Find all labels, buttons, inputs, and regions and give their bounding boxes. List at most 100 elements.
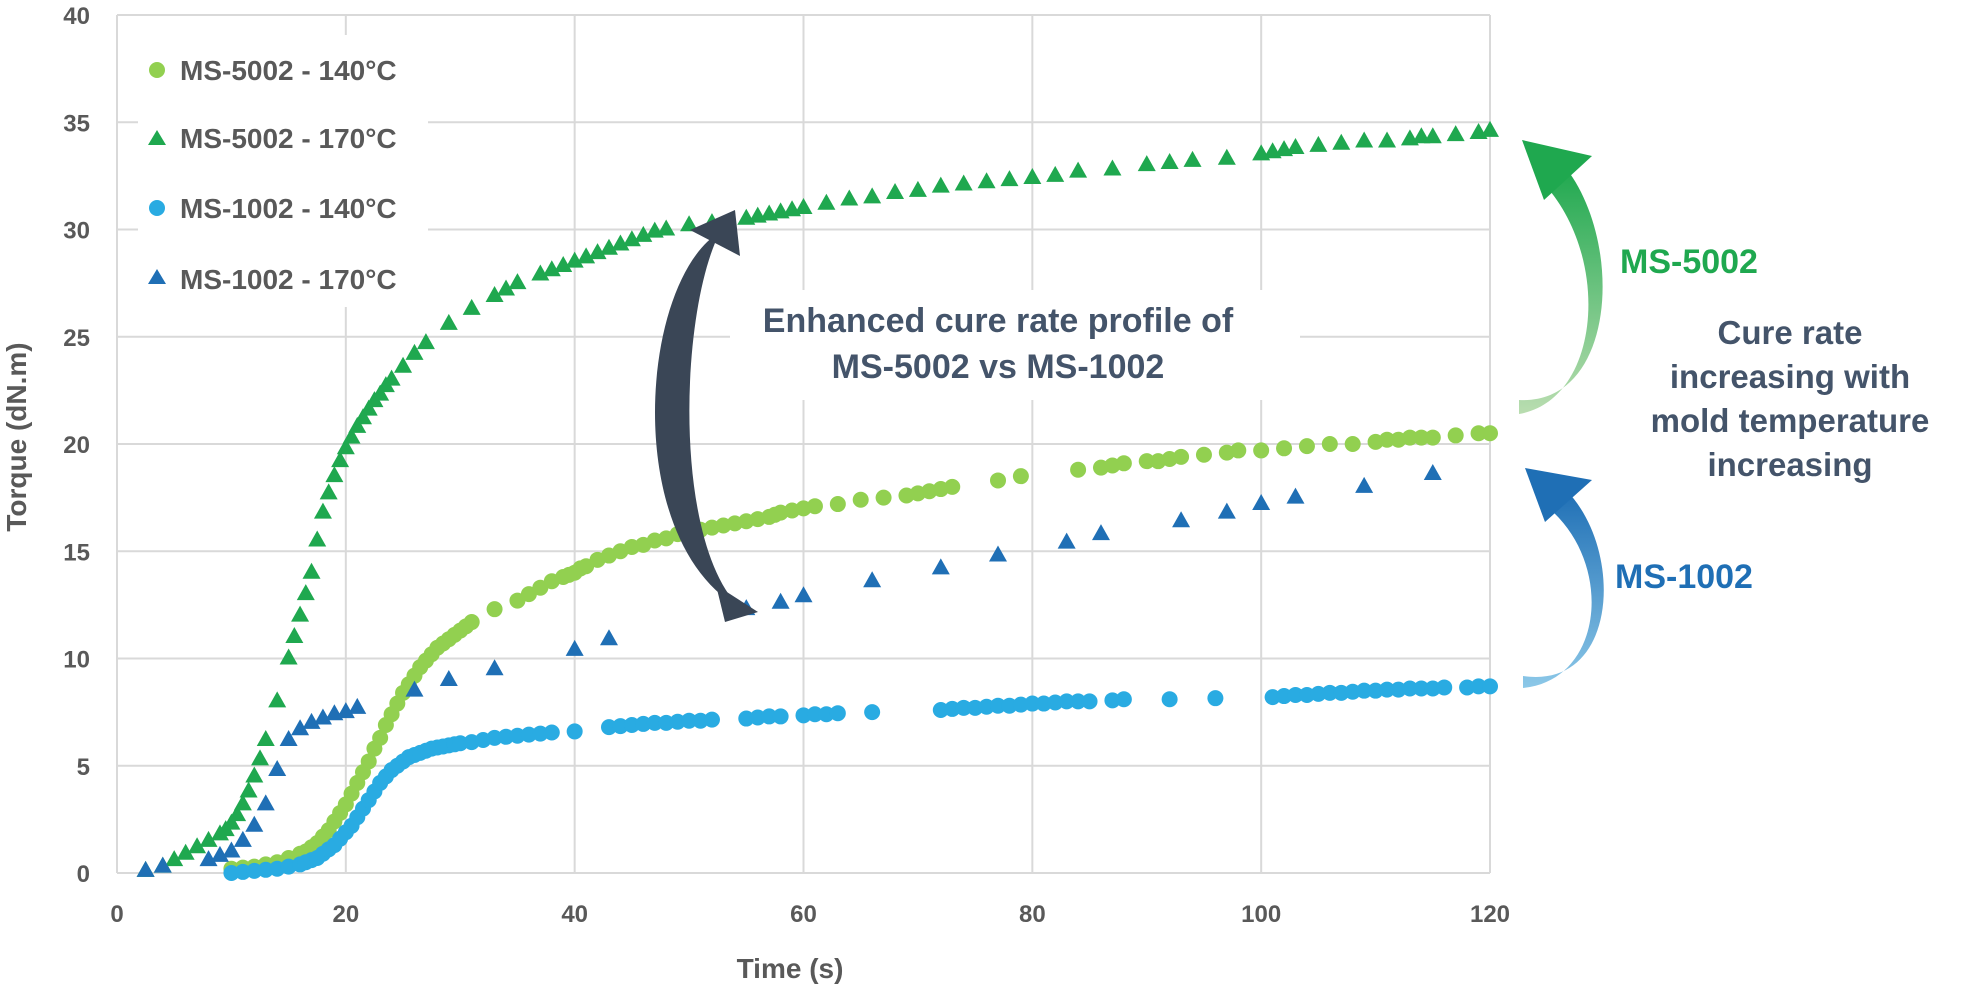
legend-label: MS-5002 - 140°C	[180, 55, 397, 86]
data-point	[1217, 148, 1236, 165]
data-point	[210, 845, 229, 862]
data-point	[245, 815, 264, 832]
data-point	[1012, 468, 1029, 485]
data-point	[1252, 494, 1271, 511]
data-point	[1379, 681, 1396, 698]
data-point	[291, 719, 310, 736]
ms1002-arrow-head-icon	[1525, 468, 1592, 522]
ms1002-label: MS-1002	[1615, 558, 1753, 596]
data-point	[955, 699, 972, 716]
data-point	[239, 781, 258, 798]
data-point	[931, 176, 950, 193]
data-point	[302, 562, 321, 579]
y-tick-label: 5	[77, 754, 90, 781]
data-point	[296, 584, 315, 601]
data-point	[136, 860, 155, 877]
data-point	[486, 601, 503, 618]
data-point	[599, 238, 618, 255]
legend-marker-triangle-icon	[148, 130, 166, 145]
x-axis-ticks: 0 20 40 60 80 100 120	[110, 901, 1510, 928]
data-point	[439, 313, 458, 330]
data-point	[313, 502, 332, 519]
data-point	[1401, 680, 1418, 697]
series-2	[223, 678, 1498, 881]
y-tick-label: 20	[63, 432, 90, 459]
data-point	[405, 680, 424, 697]
data-point	[165, 850, 184, 867]
data-point	[359, 399, 378, 416]
data-point	[353, 408, 372, 425]
data-point	[1424, 429, 1441, 446]
data-point	[233, 794, 252, 811]
y-tick-label: 15	[63, 539, 90, 566]
data-point	[794, 586, 813, 603]
data-point	[302, 712, 321, 729]
data-point	[405, 343, 424, 360]
x-axis-title: Time (s)	[737, 953, 844, 984]
legend-item-ms5002-140: MS-5002 - 140°C	[149, 55, 397, 86]
data-point	[1309, 135, 1328, 152]
data-point	[279, 730, 298, 747]
legend-label: MS-1002 - 170°C	[180, 264, 397, 295]
data-point	[1423, 464, 1442, 481]
y-tick-label: 35	[63, 110, 90, 137]
data-point	[599, 629, 618, 646]
data-point	[1046, 165, 1065, 182]
data-point	[611, 234, 630, 251]
data-point	[1286, 487, 1305, 504]
data-point	[188, 837, 207, 854]
data-point	[1356, 682, 1373, 699]
data-point	[1172, 511, 1191, 528]
legend-item-ms5002-170: MS-5002 - 170°C	[148, 123, 397, 154]
x-tick-label: 0	[110, 901, 123, 928]
ms1002-arrow	[1523, 468, 1604, 688]
comparison-arrow	[655, 210, 758, 622]
x-tick-label: 120	[1470, 901, 1510, 928]
data-point	[1481, 120, 1499, 137]
data-point	[990, 472, 1007, 489]
data-point	[1024, 695, 1041, 712]
data-point	[1057, 532, 1076, 549]
data-point	[1183, 150, 1202, 167]
data-point	[531, 264, 550, 281]
data-point	[371, 384, 390, 401]
data-point	[1173, 448, 1190, 465]
data-point	[1070, 461, 1087, 478]
data-point	[233, 830, 252, 847]
data-point	[319, 483, 338, 500]
side-text-line-2: increasing with	[1670, 358, 1910, 395]
data-point	[222, 813, 241, 830]
ms5002-label: MS-5002	[1620, 243, 1758, 281]
data-point	[829, 705, 846, 722]
data-point	[508, 273, 527, 290]
data-point	[944, 478, 961, 495]
data-point	[463, 614, 480, 631]
data-point	[681, 712, 698, 729]
data-point	[772, 708, 789, 725]
data-point	[864, 704, 881, 721]
curved-arrow-shaft	[655, 232, 740, 608]
data-point	[268, 691, 287, 708]
data-point	[680, 215, 699, 232]
data-point	[336, 438, 355, 455]
data-point	[279, 648, 298, 665]
data-point	[1447, 427, 1464, 444]
data-point	[1355, 476, 1374, 493]
data-point	[794, 198, 813, 215]
data-point	[1195, 446, 1212, 463]
data-point	[634, 225, 653, 242]
data-point	[954, 174, 973, 191]
data-point	[372, 729, 389, 746]
data-point	[1070, 693, 1087, 710]
legend: MS-5002 - 140°C MS-5002 - 170°C MS-1002 …	[138, 35, 428, 307]
legend-marker-triangle-icon	[148, 269, 166, 284]
data-point	[875, 489, 892, 506]
data-point	[1115, 691, 1132, 708]
annotation-line-2: MS-5002 vs MS-1002	[832, 348, 1165, 386]
data-point	[1286, 137, 1305, 154]
data-point	[761, 708, 778, 725]
legend-item-ms1002-140: MS-1002 - 140°C	[149, 193, 397, 224]
data-point	[1115, 455, 1132, 472]
data-point	[1436, 679, 1453, 696]
ms1002-arrow-body-icon	[1523, 490, 1604, 688]
